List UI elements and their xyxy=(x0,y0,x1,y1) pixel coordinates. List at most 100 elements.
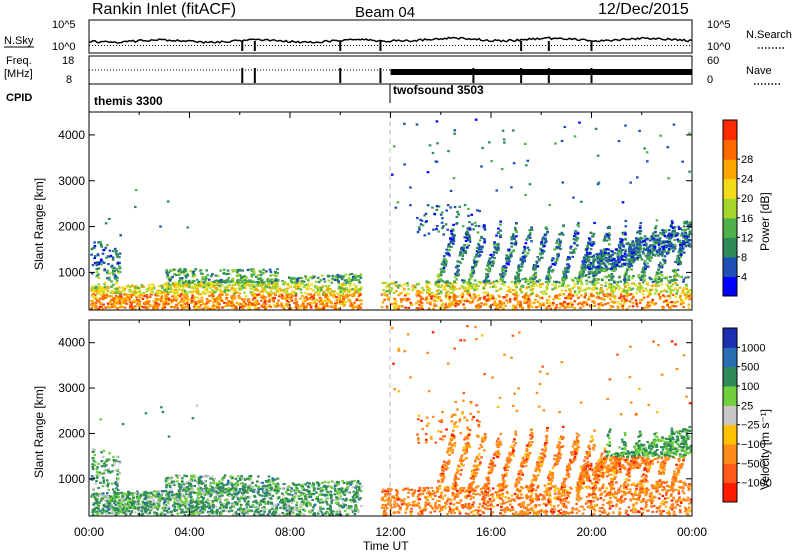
echo-cell xyxy=(439,279,443,282)
echo-cell xyxy=(672,246,675,249)
echo-cell xyxy=(230,296,234,299)
echo-cell xyxy=(544,240,548,243)
echo-cell xyxy=(598,307,601,310)
echo-cell xyxy=(504,268,507,271)
echo-cell xyxy=(471,298,475,302)
echo-cell xyxy=(238,285,241,288)
echo-cell xyxy=(244,304,247,308)
echo-cell xyxy=(441,280,445,283)
echo-cell xyxy=(650,256,653,259)
echo-cell xyxy=(528,300,532,303)
echo-cell xyxy=(281,294,284,297)
echo-cell xyxy=(437,273,440,276)
echo-cell xyxy=(656,281,660,284)
echo-cell xyxy=(515,222,518,225)
echo-cell xyxy=(624,225,628,228)
echo-cell xyxy=(431,295,434,298)
echo-cell xyxy=(465,286,469,289)
echo-cell xyxy=(403,163,406,166)
echo-cell xyxy=(624,232,627,235)
echo-cell xyxy=(206,273,210,277)
echo-cell xyxy=(199,487,203,490)
echo-cell xyxy=(199,304,203,307)
echo-cell xyxy=(645,237,649,240)
echo-cell xyxy=(625,259,628,262)
echo-cell xyxy=(487,270,490,273)
echo-cell xyxy=(184,281,187,284)
echo-cell xyxy=(398,304,401,308)
echo-cell xyxy=(592,232,596,235)
echo-cell xyxy=(512,304,515,307)
echo-cell xyxy=(470,223,474,226)
echo-cell xyxy=(284,482,287,485)
echo-cell xyxy=(636,243,639,246)
echo-cell xyxy=(554,282,558,285)
echo-cell xyxy=(154,298,158,301)
echo-cell xyxy=(479,281,482,284)
echo-cell xyxy=(272,304,276,307)
echo-cell xyxy=(495,248,499,251)
echo-cell xyxy=(444,223,448,226)
echo-cell xyxy=(247,303,250,306)
echo-cell xyxy=(547,299,551,302)
echo-cell xyxy=(346,482,349,485)
echo-cell xyxy=(687,289,690,292)
echo-cell xyxy=(628,246,631,249)
echo-cell xyxy=(97,267,100,270)
echo-cell xyxy=(505,257,508,260)
echo-cell xyxy=(597,296,600,299)
echo-cell xyxy=(311,298,314,301)
echo-cell xyxy=(475,295,478,298)
echo-cell xyxy=(296,283,299,286)
echo-cell xyxy=(596,260,600,263)
echo-cell xyxy=(477,242,480,245)
echo-cell xyxy=(592,254,596,257)
echo-cell xyxy=(603,236,607,239)
echo-cell xyxy=(121,508,125,511)
echo-cell xyxy=(319,297,323,300)
echo-cell xyxy=(340,489,343,492)
echo-cell xyxy=(282,308,286,311)
echo-cell xyxy=(294,284,297,287)
echo-cell xyxy=(489,286,492,289)
echo-cell xyxy=(242,286,245,289)
echo-cell xyxy=(342,287,346,290)
echo-cell xyxy=(675,292,678,295)
echo-cell xyxy=(127,298,131,301)
echo-cell xyxy=(210,284,213,287)
echo-cell xyxy=(634,253,638,256)
echo-cell xyxy=(445,292,448,295)
echo-cell xyxy=(476,246,479,249)
echo-cell xyxy=(478,297,482,300)
echo-cell xyxy=(536,300,540,304)
echo-cell xyxy=(544,226,548,229)
echo-cell xyxy=(501,307,505,310)
echo-cell xyxy=(339,274,342,277)
echo-cell xyxy=(681,232,684,235)
echo-cell xyxy=(607,232,611,235)
echo-cell xyxy=(595,267,598,271)
echo-cell xyxy=(516,294,519,297)
echo-cell xyxy=(499,278,503,281)
echo-cell xyxy=(383,298,387,301)
echo-cell xyxy=(524,254,527,257)
echo-cell xyxy=(276,284,279,287)
echo-cell xyxy=(97,262,101,265)
echo-cell xyxy=(687,239,691,242)
echo-cell xyxy=(123,293,126,296)
echo-cell xyxy=(179,511,183,514)
echo-cell xyxy=(639,238,642,241)
echo-cell xyxy=(562,273,566,276)
echo-cell xyxy=(353,294,356,298)
echo-cell xyxy=(555,257,559,261)
echo-cell xyxy=(297,513,301,516)
echo-cell xyxy=(309,305,313,308)
echo-cell xyxy=(175,290,179,293)
echo-cell xyxy=(665,236,669,239)
echo-cell xyxy=(456,295,459,298)
echo-cell xyxy=(257,307,261,310)
echo-cell xyxy=(598,271,601,274)
echo-cell xyxy=(178,282,181,285)
echo-cell xyxy=(426,298,430,301)
